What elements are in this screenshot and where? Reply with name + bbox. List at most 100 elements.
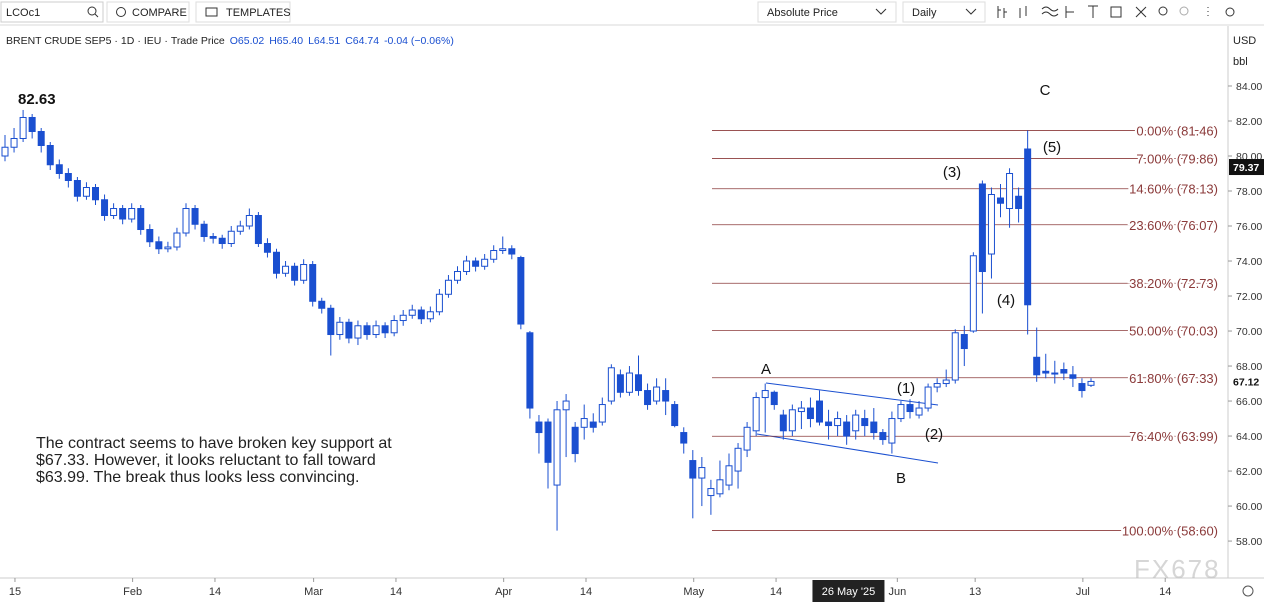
x-tick-label: Jun — [888, 586, 906, 598]
wave-label: B — [896, 470, 906, 487]
candle-body — [146, 229, 154, 243]
search-icon[interactable] — [87, 6, 97, 16]
candle-body — [933, 383, 941, 388]
wave-label: (2) — [925, 426, 943, 443]
candle-body — [46, 144, 54, 166]
candle-body — [200, 223, 208, 238]
legend-low: L64.51 — [308, 35, 340, 47]
candle-body — [978, 183, 986, 273]
candle-body — [209, 236, 217, 239]
candle-body — [825, 421, 833, 427]
candle-body — [743, 426, 751, 451]
unit-label[interactable]: bbl — [1233, 56, 1248, 68]
toolbar-icons[interactable] — [997, 5, 1235, 18]
candle-body — [499, 248, 507, 252]
candle-body — [444, 279, 452, 295]
crosshair-price-label: 79.37 — [1233, 162, 1259, 174]
symbol-input[interactable] — [0, 1, 104, 23]
candle-body — [463, 260, 471, 273]
candle-body — [680, 432, 688, 444]
last-price-label: 67.12 — [1233, 376, 1259, 388]
candle-body — [544, 421, 552, 463]
candle-body — [399, 314, 407, 322]
candle-body — [689, 460, 697, 479]
channel-line — [765, 382, 939, 406]
candle-body — [870, 421, 878, 434]
x-tick-label: 14 — [390, 586, 402, 598]
channel-line — [756, 433, 939, 464]
candle-body — [816, 400, 823, 423]
legend-high: H65.40 — [269, 35, 303, 47]
candle-body — [598, 404, 606, 423]
plot-area: 0.00% (81.46) 7.00% (79.86) 14.60% (78.13)… — [1, 82, 1220, 541]
candle-body — [517, 257, 525, 325]
toolbar — [0, 0, 1264, 25]
candle-body — [318, 300, 326, 309]
candle-body — [852, 414, 860, 432]
candle-body — [644, 390, 652, 406]
candle-body — [1069, 374, 1077, 379]
currency-label[interactable]: USD — [1233, 35, 1256, 47]
price-mode-dropdown[interactable] — [757, 1, 897, 23]
compare-button[interactable] — [106, 1, 190, 23]
candle-body — [1078, 383, 1086, 392]
comment-line: $67.33. However, it looks reluctant to f… — [36, 452, 376, 469]
watermark: FX678 — [1134, 554, 1221, 584]
candle-body — [191, 208, 199, 225]
candle-body — [73, 180, 81, 197]
dropdown-arrow — [875, 8, 887, 15]
comment-line: $63.99. The break thus looks less convin… — [36, 469, 359, 486]
wave-label: (3) — [943, 164, 961, 181]
candle-body — [906, 404, 914, 413]
candle-body — [806, 407, 814, 420]
y-tick-label: 78.00 — [1236, 186, 1262, 198]
candle-body — [960, 334, 968, 350]
candle-body — [164, 246, 172, 250]
templates-button[interactable] — [195, 1, 291, 23]
candle-body — [82, 187, 90, 197]
candle-body — [698, 467, 706, 479]
crosshair-price-badge — [1229, 159, 1264, 176]
candle-body — [10, 137, 18, 148]
candle-body — [236, 225, 244, 232]
candle-body — [779, 414, 787, 432]
candle-body — [1033, 356, 1041, 376]
candle-body — [481, 258, 489, 267]
x-tick-label: Apr — [495, 586, 512, 598]
candle-body — [300, 264, 308, 281]
x-tick-label: 15 — [9, 586, 21, 598]
fib-label: 38.20% (72.73) — [1129, 276, 1218, 291]
legend-sep: · — [137, 35, 141, 47]
crosshair-x-badge — [812, 580, 885, 602]
compare-label: COMPARE — [132, 7, 187, 19]
candle-body — [245, 215, 253, 227]
candle-body — [607, 367, 615, 402]
candle-body — [1024, 148, 1032, 306]
candle-body — [915, 407, 923, 416]
legend-exchange: IEU — [144, 35, 162, 47]
y-tick-label: 68.00 — [1236, 361, 1262, 373]
candle-body — [788, 409, 796, 432]
candle-body — [635, 374, 642, 392]
y-tick-label: 70.00 — [1236, 326, 1262, 338]
candle-body — [263, 243, 271, 253]
x-tick-label: 14 — [770, 586, 782, 598]
fib-label: 23.60% (76.07) — [1129, 218, 1218, 233]
compare-icon — [116, 7, 126, 17]
fib-label: 0.00% (81.46) — [1136, 123, 1218, 138]
candle-body — [1051, 372, 1059, 375]
interval-dropdown[interactable] — [902, 1, 986, 23]
legend: BRENT CRUDE SEP5 · 1D · IEU · Trade Price O65.0… — [6, 35, 454, 47]
candle-body — [997, 197, 1004, 204]
candle-body — [969, 255, 977, 332]
candle-body — [227, 230, 235, 245]
candle-body — [390, 320, 398, 334]
templates-icon — [205, 7, 218, 17]
candle-body — [182, 208, 190, 234]
y-tick-label: 84.00 — [1236, 81, 1262, 93]
candle-body — [128, 208, 136, 220]
settings-icon[interactable] — [1242, 585, 1254, 597]
candle-body — [761, 390, 769, 399]
wave-label: (4) — [997, 292, 1015, 309]
